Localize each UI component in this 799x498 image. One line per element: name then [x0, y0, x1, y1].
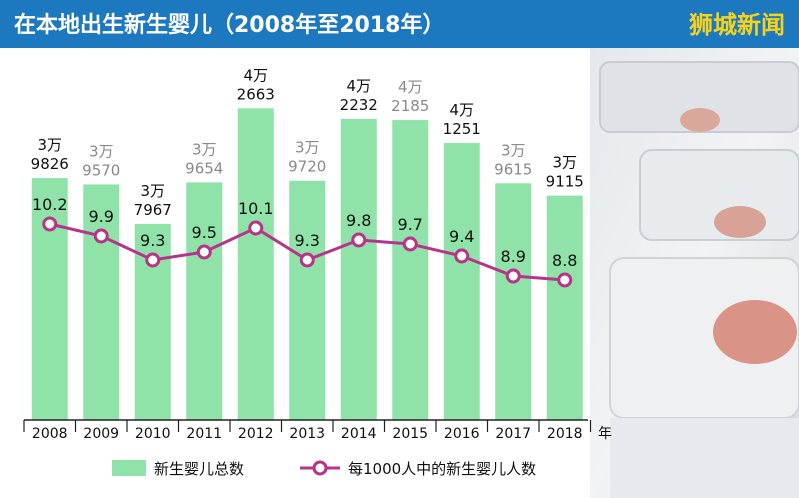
header: 在本地出生新生婴儿（2008年至2018年） 狮城新闻 [0, 0, 799, 48]
bar-label-bottom-2013: 9720 [288, 158, 326, 176]
bar-label-top-2017: 3万 [501, 141, 526, 159]
bar-label-top-2016: 4万 [449, 101, 474, 119]
bar-2015 [392, 120, 429, 421]
bar-label-bottom-2018: 9115 [546, 173, 584, 191]
x-tick-label-2015: 2015 [392, 426, 428, 442]
bar-2012 [237, 108, 274, 421]
rate-point-2011 [196, 244, 212, 260]
x-axis-ticks: 2008 2009 2010 2011 2012 2013 2014 2015 2016 2017… [23, 420, 592, 442]
header-background [0, 0, 799, 48]
bar-label-bottom-2015: 2185 [391, 97, 429, 115]
legend-line-label: 每1000人中的新生婴儿人数 [348, 460, 536, 478]
rate-label-2016: 9.4 [449, 227, 474, 246]
bar-value-labels: 3万98263万95703万79673万96544万26633万97204万22… [31, 66, 584, 219]
rate-point-2009 [93, 228, 109, 244]
bar-2016 [443, 143, 480, 420]
bar-label-top-2009: 3万 [89, 142, 114, 160]
bar-label-top-2012: 4万 [243, 66, 268, 84]
x-tick-label-2009: 2009 [83, 426, 119, 442]
bar-2013 [289, 180, 326, 420]
rate-point-2015 [402, 236, 418, 252]
bar-label-bottom-2008: 9826 [31, 155, 69, 173]
rate-label-2008: 10.2 [32, 195, 68, 214]
bar-label-bottom-2011: 9654 [185, 159, 223, 177]
bar-2017 [495, 183, 532, 420]
bar-label-top-2010: 3万 [140, 182, 165, 200]
bar-2014 [340, 118, 377, 421]
bar-label-top-2011: 3万 [192, 140, 217, 158]
rate-label-2010: 9.3 [140, 231, 165, 250]
legend-line-marker [312, 460, 328, 476]
x-tick-label-2013: 2013 [289, 426, 325, 442]
x-tick-label-2011: 2011 [186, 426, 222, 442]
rate-point-2012 [248, 220, 264, 236]
rate-label-2009: 9.9 [89, 207, 114, 226]
x-tick-label-2014: 2014 [341, 426, 377, 442]
rate-point-2017 [505, 268, 521, 284]
rate-point-2014 [351, 232, 367, 248]
nursery-photo [590, 48, 799, 498]
x-axis: 2008 2009 2010 2011 2012 2013 2014 2015 2016 2017… [23, 419, 612, 442]
legend-bar-swatch [112, 460, 146, 476]
x-tick-label-2017: 2017 [495, 426, 531, 442]
x-tick-label-2008: 2008 [32, 426, 68, 442]
bar-label-top-2018: 3万 [552, 154, 577, 172]
bar-label-top-2015: 4万 [398, 78, 423, 96]
source-label: 狮城新闻 [689, 11, 785, 39]
legend: 新生婴儿总数 每1000人中的新生婴儿人数 [112, 460, 536, 478]
rate-label-2011: 9.5 [192, 223, 217, 242]
bar-label-bottom-2012: 2663 [237, 85, 275, 103]
rate-label-2017: 8.9 [501, 247, 526, 266]
bar-series [31, 108, 583, 421]
rate-point-2008 [42, 216, 58, 232]
bar-2011 [186, 182, 223, 420]
bar-label-bottom-2017: 9615 [494, 160, 532, 178]
bar-2018 [546, 195, 583, 420]
bar-label-top-2014: 4万 [346, 77, 371, 95]
bar-label-bottom-2009: 9570 [82, 161, 120, 179]
rate-point-2018 [557, 272, 573, 288]
x-axis-unit: 年 [598, 426, 612, 442]
rate-label-2012: 10.1 [238, 199, 274, 218]
bar-label-top-2008: 3万 [37, 136, 62, 154]
bar-label-bottom-2010: 7967 [134, 201, 172, 219]
bar-2009 [83, 184, 120, 420]
x-tick-label-2016: 2016 [444, 426, 480, 442]
x-tick-label-2018: 2018 [547, 426, 583, 442]
rate-label-2014: 9.8 [346, 211, 371, 230]
bar-label-bottom-2016: 1251 [443, 120, 481, 138]
line-series: 10.2 9.9 9.3 9.5 10.1 9.3 9.8 9.7 9.4 8.9 8.8 [32, 195, 577, 288]
rate-point-2016 [454, 248, 470, 264]
legend-bar-label: 新生婴儿总数 [154, 460, 244, 478]
rate-label-2013: 9.3 [295, 231, 320, 250]
x-tick-label-2012: 2012 [238, 426, 274, 442]
rate-point-2013 [299, 252, 315, 268]
page-title: 在本地出生新生婴儿（2008年至2018年） [14, 12, 444, 38]
rate-label-2015: 9.7 [398, 215, 423, 234]
rate-label-2018: 8.8 [552, 251, 577, 270]
bar-label-bottom-2014: 2232 [340, 96, 378, 114]
x-tick-label-2010: 2010 [135, 426, 171, 442]
bar-label-top-2013: 3万 [295, 139, 320, 157]
bar-2008 [31, 178, 68, 420]
rate-point-2010 [145, 252, 161, 268]
